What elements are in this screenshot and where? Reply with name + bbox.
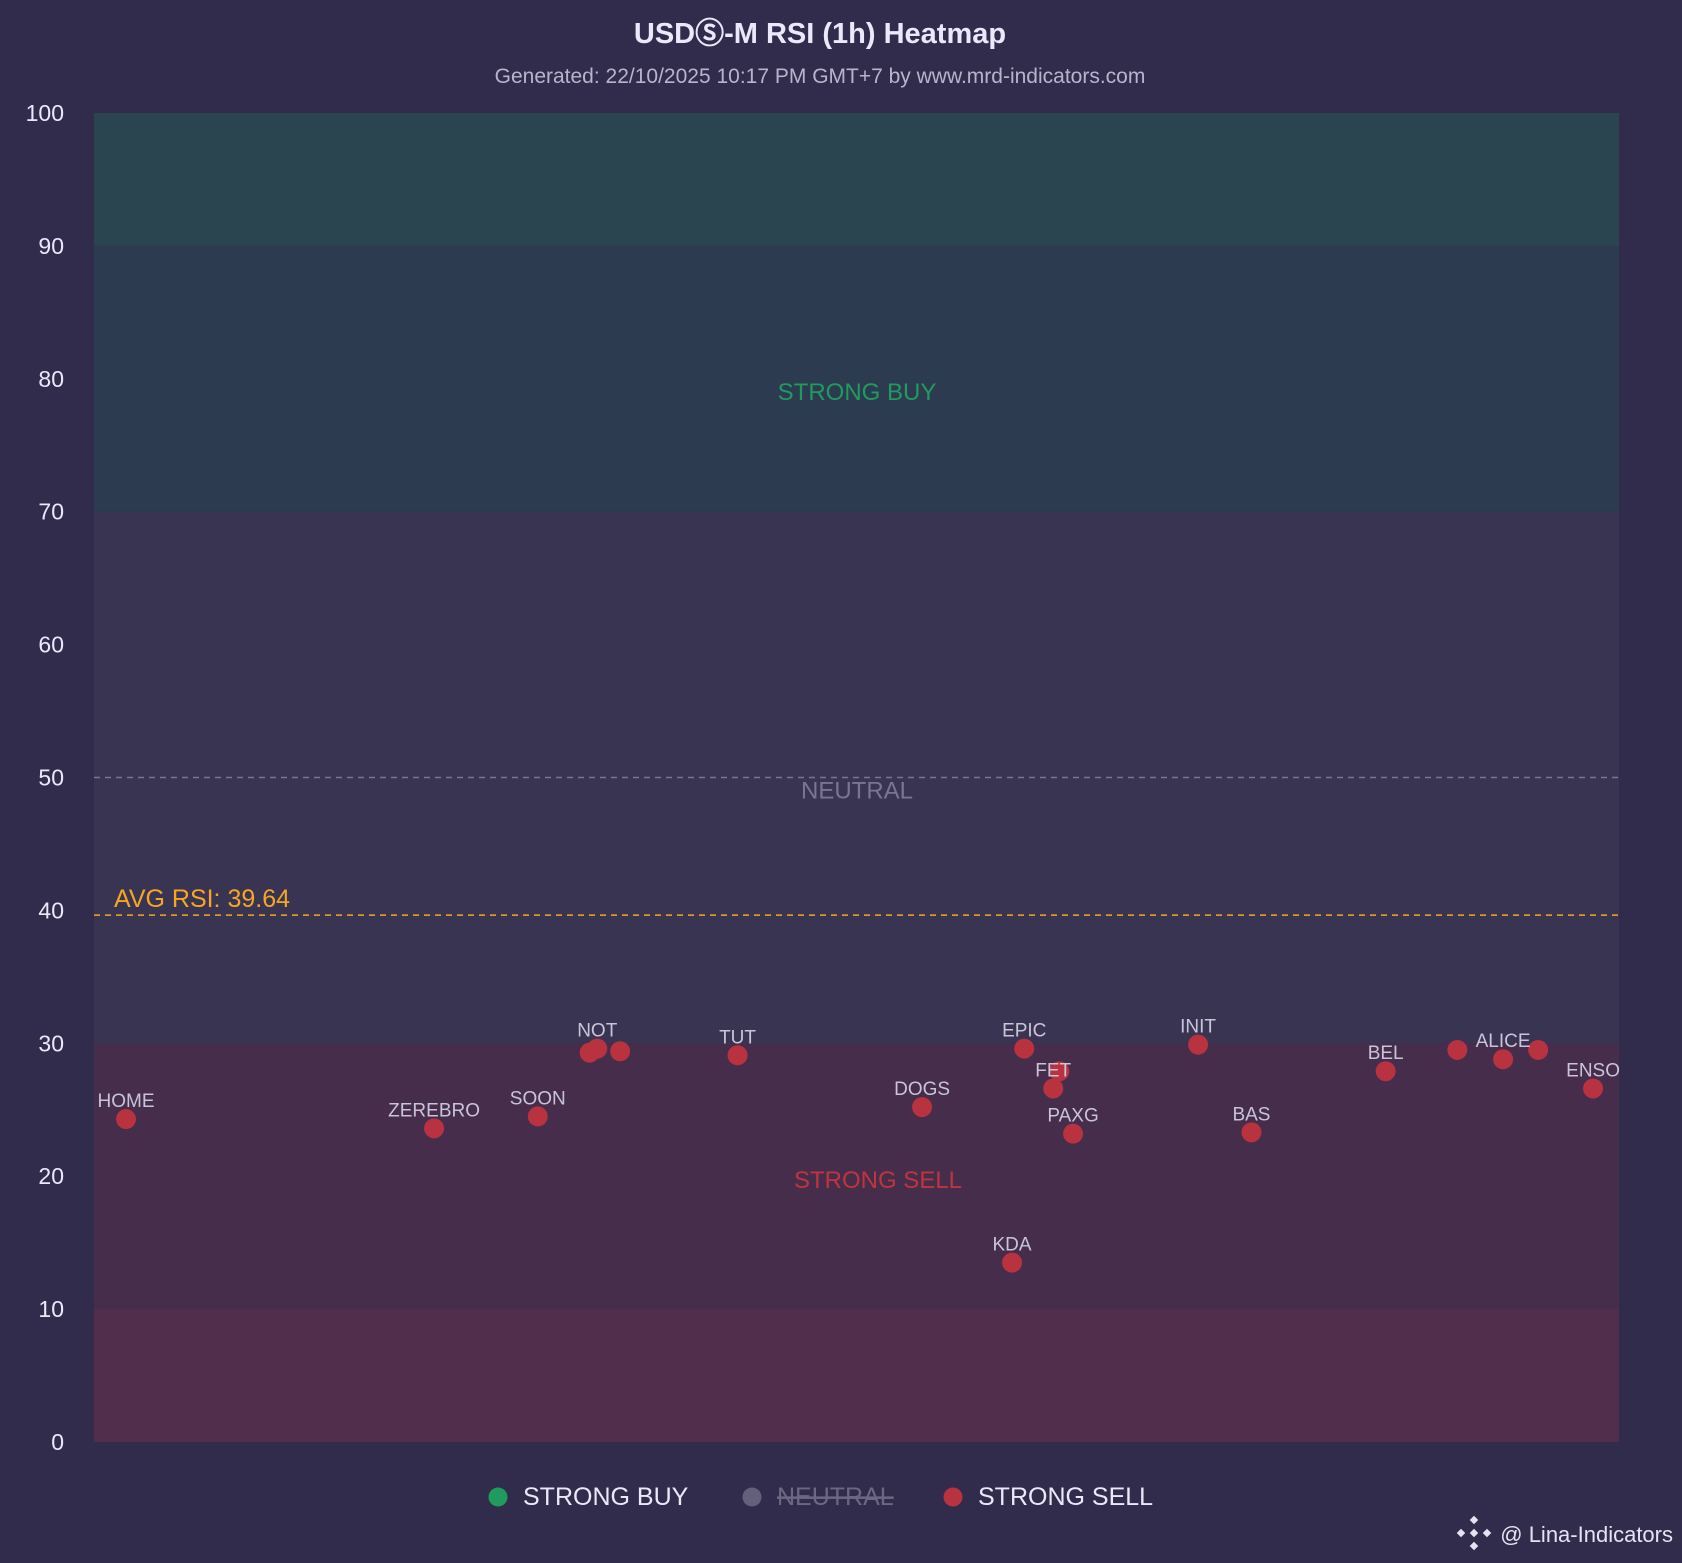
zone-band — [94, 1309, 1619, 1442]
point-label: SOON — [510, 1088, 566, 1109]
chart-subtitle: Generated: 22/10/2025 10:17 PM GMT+7 by … — [495, 65, 1146, 88]
data-point-fet[interactable] — [1043, 1078, 1064, 1099]
zone-label: STRONG SELL — [794, 1167, 962, 1194]
legend-item-neutral[interactable]: NEUTRAL — [742, 1483, 894, 1511]
legend: STRONG BUY NEUTRAL STRONG SELL — [488, 1483, 1154, 1511]
data-point-soon[interactable] — [527, 1106, 548, 1127]
legend-marker — [742, 1487, 762, 1507]
legend-marker — [943, 1487, 963, 1507]
data-point-unlabeled[interactable] — [1447, 1039, 1468, 1060]
y-tick-label: 20 — [38, 1163, 64, 1189]
zone-band — [94, 113, 1619, 246]
point-label: BEL — [1368, 1043, 1404, 1064]
y-tick-label: 90 — [38, 233, 64, 259]
y-tick-label: 10 — [38, 1296, 64, 1322]
point-label: HOME — [98, 1091, 155, 1112]
zone-label: STRONG BUY — [778, 379, 937, 406]
data-point-bel[interactable] — [1375, 1061, 1396, 1082]
y-tick-label: 60 — [38, 632, 64, 658]
data-point-alice[interactable] — [1493, 1049, 1514, 1070]
y-tick-label: 70 — [38, 499, 64, 525]
data-point-home[interactable] — [116, 1109, 137, 1130]
zone-band — [94, 245, 1619, 512]
chart-title: USDⓈ-M RSI (1h) Heatmap — [634, 17, 1006, 50]
data-point-paxg[interactable] — [1063, 1123, 1084, 1144]
y-tick-label: 40 — [38, 897, 64, 923]
data-point-unlabeled[interactable] — [1528, 1039, 1549, 1060]
point-label: KDA — [993, 1235, 1032, 1256]
y-tick-label: 100 — [26, 100, 64, 126]
legend-label: NEUTRAL — [777, 1483, 894, 1511]
data-point-unlabeled[interactable] — [1049, 1061, 1070, 1082]
data-point-enso[interactable] — [1583, 1078, 1604, 1099]
data-point-unlabeled[interactable] — [610, 1041, 631, 1062]
point-label: ALICE — [1476, 1031, 1531, 1052]
y-tick-label: 30 — [38, 1030, 64, 1056]
watermark-text: @ Lina-Indicators — [1500, 1522, 1673, 1547]
legend-label: STRONG BUY — [523, 1483, 689, 1511]
data-point-init[interactable] — [1188, 1034, 1209, 1055]
data-point-not[interactable] — [587, 1038, 608, 1059]
point-label: DOGS — [894, 1079, 950, 1100]
y-tick-label: 80 — [38, 366, 64, 392]
point-label: ENSO — [1566, 1060, 1620, 1081]
legend-item-strong-sell[interactable]: STRONG SELL — [943, 1483, 1154, 1511]
legend-marker — [488, 1487, 508, 1507]
zone-band — [94, 1043, 1619, 1310]
neutral-label: NEUTRAL — [801, 778, 913, 805]
y-tick-label: 0 — [51, 1429, 64, 1455]
legend-label: STRONG SELL — [978, 1483, 1153, 1511]
legend-item-strong-buy[interactable]: STRONG BUY — [488, 1483, 689, 1511]
data-point-epic[interactable] — [1014, 1038, 1035, 1059]
point-label: TUT — [719, 1027, 756, 1048]
y-tick-label: 50 — [38, 765, 64, 791]
point-label: EPIC — [1002, 1021, 1046, 1042]
point-label: ZEREBRO — [388, 1100, 480, 1121]
data-point-dogs[interactable] — [912, 1097, 933, 1118]
data-point-bas[interactable] — [1241, 1122, 1262, 1143]
point-label: PAXG — [1047, 1106, 1098, 1127]
data-point-tut[interactable] — [727, 1045, 748, 1066]
data-point-zerebro[interactable] — [424, 1118, 445, 1139]
point-label: BAS — [1232, 1104, 1270, 1125]
point-label: INIT — [1180, 1017, 1216, 1038]
data-point-kda[interactable] — [1002, 1252, 1023, 1273]
point-label: FET — [1035, 1060, 1071, 1081]
point-label: NOT — [577, 1021, 618, 1042]
avg-rsi-label: AVG RSI: 39.64 — [114, 885, 290, 913]
